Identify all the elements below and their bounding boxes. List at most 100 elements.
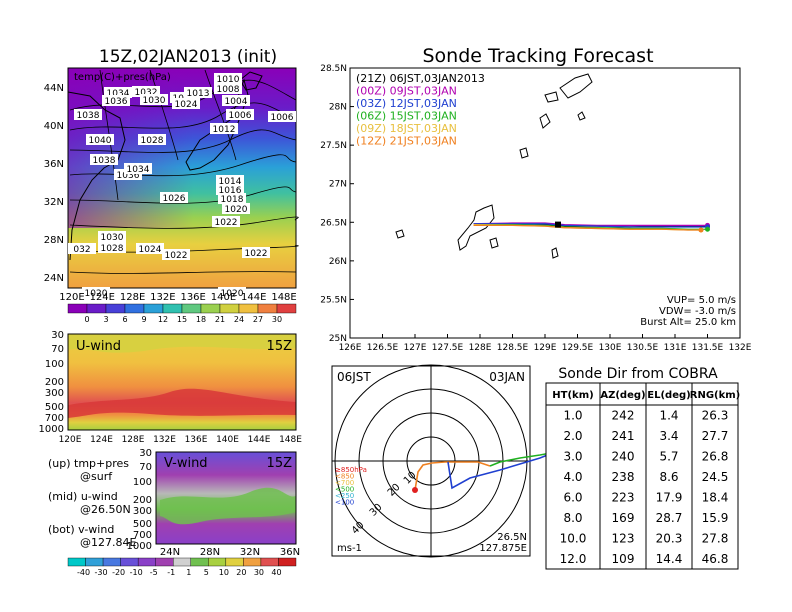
temp-colorbar-cell	[238, 303, 259, 314]
track-param-text: Burst Alt= 25.0 km	[640, 317, 736, 328]
u-wind-y-tick: 1000	[39, 424, 64, 435]
wind-colorbar-cell	[260, 557, 279, 567]
track-end-marker	[705, 226, 710, 232]
pressure-contour-label: 1034	[107, 89, 130, 99]
track-x-tick-label: 128.5E	[497, 343, 529, 353]
wind-colorbar-tick: -20	[112, 568, 125, 577]
polar-location-lat: 26.5N	[497, 532, 527, 543]
track-y-tick-label: 25.5N	[320, 295, 347, 305]
track-y-tick-label: 28N	[329, 103, 347, 113]
polar-plot: 06JST 03JAN 26.5N 127.875E ms-1 10203040…	[331, 364, 566, 558]
wind-colorbar: -40 -30 -20 -10 -5 -1 1 5 10 20 30 40	[67, 557, 297, 577]
track-legend-entry: (03Z) 12JST,03JAN	[356, 97, 457, 110]
table-cell: 8.6	[659, 470, 678, 484]
track-legend-entry: (09Z) 18JST,03JAN	[356, 122, 457, 135]
temp-colorbar-tick: 18	[196, 315, 206, 324]
pressure-label-bg	[74, 109, 102, 120]
u-wind-x-tick: 148E	[279, 435, 302, 445]
u-wind-x-tick: 144E	[248, 435, 271, 445]
u-wind-y-tick: 200	[45, 377, 64, 388]
u-wind-x-tick: 128E	[122, 435, 145, 445]
map-y-tick-label: 28N	[44, 235, 64, 246]
u-wind-y-tick: 500	[45, 402, 64, 413]
pressure-contour-label: 1020	[85, 289, 108, 299]
v-wind-label: V-wind	[164, 456, 208, 471]
u-wind-y-tick: 300	[45, 388, 64, 399]
pressure-contour-label: 1016	[219, 186, 242, 196]
temp-colorbar-tick: 15	[177, 315, 187, 324]
pressure-contour-label: 1018	[221, 195, 244, 205]
v-wind-time: 15Z	[267, 456, 293, 471]
track-param-text: VUP= 5.0 m/s	[667, 295, 736, 306]
track-x-tick-label: 127.5E	[432, 343, 464, 353]
note-mid-2: @26.50N	[80, 503, 131, 516]
pressure-label-bg	[132, 86, 160, 97]
table-title: Sonde Dir from COBRA	[558, 366, 718, 382]
pressure-label-bg	[212, 216, 240, 227]
track-x-tick-label: 127E	[404, 343, 427, 353]
temp-colorbar-cell	[181, 303, 202, 314]
u-wind-y-tick: 100	[45, 359, 64, 370]
table-cell: 3.0	[563, 450, 582, 464]
pressure-contour-label: 1038	[93, 156, 116, 166]
track-x-tick-label: 129.5E	[562, 343, 594, 353]
map-x-tick-label: 120E	[59, 292, 84, 303]
map-y-tick-label: 24N	[44, 273, 64, 284]
note-bot-1: (bot) v-wind	[48, 523, 114, 536]
track-x-tick-label: 126E	[339, 343, 362, 353]
track-legend-entry: (06Z) 15JST,03JAN	[356, 110, 457, 123]
v-wind-x-tick: 24N	[160, 547, 180, 558]
track-map: 126E 126.5E 127E 127.5E 128E 128.5E 129E 129.5E…	[320, 64, 752, 353]
pressure-label-bg	[222, 203, 250, 214]
v-wind-y-tick: 200	[133, 495, 152, 506]
temp-colorbar-cell	[67, 303, 88, 314]
temp-colorbar-tick: 0	[84, 315, 89, 324]
pressure-contour-label: 1004	[225, 97, 248, 107]
table-cell: 26.8	[702, 450, 729, 464]
track-x-tick-label: 129E	[534, 343, 557, 353]
pressure-contour-label: 1038	[77, 111, 100, 121]
pressure-contour-label: 1034	[127, 165, 150, 175]
temp-colorbar-cell	[105, 303, 126, 314]
temp-colorbar-tick: 30	[272, 315, 282, 324]
table-cell: 18.4	[702, 491, 729, 505]
map-x-tick-label: 148E	[271, 292, 296, 303]
pressure-label-bg	[140, 94, 168, 105]
temp-colorbar-cell	[219, 303, 240, 314]
track-legend-entry: (21Z) 06JST,03JAN2013	[356, 72, 485, 85]
table-cell: 15.9	[702, 511, 729, 525]
v-wind-y-tick: 1000	[127, 541, 152, 552]
table-cell: 123	[612, 532, 635, 546]
pressure-label-bg	[268, 111, 296, 122]
pressure-label-bg	[216, 184, 244, 195]
pressure-label-bg	[242, 247, 270, 258]
u-wind-time: 15Z	[267, 339, 293, 354]
pressure-label-bg	[82, 287, 110, 298]
level-legend-entry: <500	[335, 486, 354, 494]
table-cell: 169	[612, 511, 635, 525]
wind-colorbar-tick: 5	[204, 568, 209, 577]
track-x-tick-label: 131E	[664, 343, 687, 353]
wind-colorbar-tick: -5	[150, 568, 158, 577]
track-series-line	[473, 222, 708, 227]
pressure-label-bg	[98, 231, 126, 242]
pressure-contour-label: 1012	[213, 125, 236, 135]
pressure-contour-label: 1040	[89, 136, 112, 146]
track-y-tick-label: 26N	[329, 257, 347, 267]
table-cell: 5.7	[659, 450, 678, 464]
table-cell: 223	[612, 491, 635, 505]
hodograph-mid	[489, 451, 557, 467]
pressure-label-bg	[218, 287, 246, 298]
pressure-label-bg	[226, 109, 254, 120]
pressure-label-bg	[124, 163, 152, 174]
polar-time: 06JST	[337, 370, 371, 384]
pressure-contour-label: 1030	[101, 233, 124, 243]
pressure-contour-label: 1032	[135, 88, 158, 98]
track-mid-marker	[555, 221, 561, 228]
pressure-contour-label: 1020	[221, 289, 244, 299]
u-wind-x-tick: 136E	[185, 435, 208, 445]
table-cell: 238	[612, 470, 635, 484]
